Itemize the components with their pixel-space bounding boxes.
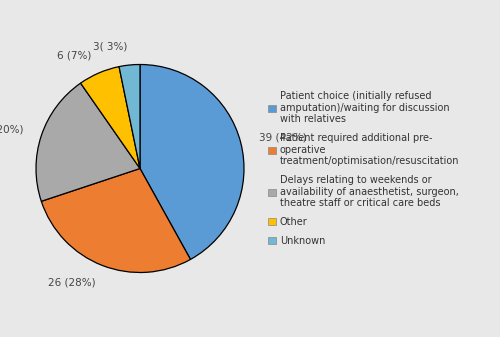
Legend: Patient choice (initially refused
amputation)/waiting for discussion
with relati: Patient choice (initially refused amputa… xyxy=(264,86,464,251)
Text: 3( 3%): 3( 3%) xyxy=(93,41,128,52)
Wedge shape xyxy=(119,64,140,168)
Wedge shape xyxy=(140,64,244,259)
Text: 39 (42%): 39 (42%) xyxy=(259,133,306,143)
Text: 6 (7%): 6 (7%) xyxy=(57,51,92,61)
Text: 19 (20%): 19 (20%) xyxy=(0,125,24,135)
Text: 26 (28%): 26 (28%) xyxy=(48,278,96,288)
Wedge shape xyxy=(42,168,190,273)
Wedge shape xyxy=(80,67,140,168)
Wedge shape xyxy=(36,83,140,201)
